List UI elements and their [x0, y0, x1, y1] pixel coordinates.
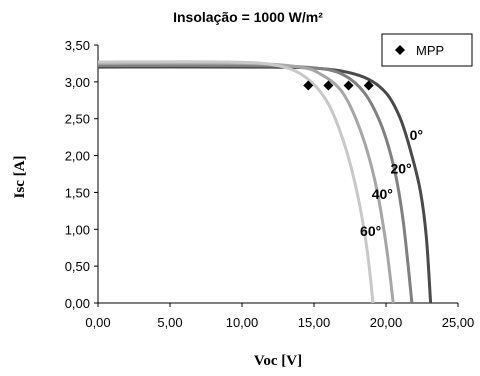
y-tick-label: 1,00: [65, 222, 90, 237]
plot-area: 0,00 0,50 1,00 1,50 2,00 2,50 3,00 3,50 0,00 5,0…: [65, 38, 475, 330]
x-tick-label: 10,00: [226, 315, 259, 330]
legend-mpp-marker: [395, 45, 405, 55]
y-tick-label: 2,50: [65, 112, 90, 127]
chart-title: Insolação = 1000 W/m²: [173, 9, 323, 25]
mpp-marker: [363, 80, 374, 91]
y-tick-label: 0,00: [65, 296, 90, 311]
series-label-1: 20°: [390, 160, 411, 176]
y-tick-label: 2,00: [65, 149, 90, 164]
x-tick-label: 25,00: [442, 315, 475, 330]
y-ticks: 0,00 0,50 1,00 1,50 2,00 2,50 3,00 3,50: [65, 38, 98, 311]
y-tick-label: 1,50: [65, 185, 90, 200]
series-label-3: 60°: [360, 223, 381, 239]
series-line-1: [97, 63, 414, 304]
series-group: [97, 60, 433, 304]
x-tick-label: 0,00: [85, 315, 110, 330]
x-tick-label: 15,00: [298, 315, 331, 330]
mpp-markers: [303, 80, 374, 91]
series-line-2: [97, 61, 395, 304]
x-tick-label: 20,00: [370, 315, 403, 330]
x-axis-label: Voc [V]: [254, 353, 302, 369]
y-tick-label: 3,00: [65, 75, 90, 90]
series-line-3: [97, 60, 375, 304]
series-label-0: 0°: [410, 127, 423, 143]
mpp-marker: [343, 80, 354, 91]
y-tick-label: 3,50: [65, 38, 90, 53]
series-label-2: 40°: [372, 186, 393, 202]
series-line-0: [97, 65, 433, 304]
y-tick-label: 0,50: [65, 259, 90, 274]
legend: MPP: [381, 33, 473, 67]
x-ticks: 0,00 5,00 10,00 15,00 20,00 25,00: [85, 303, 474, 330]
curve-labels: 0° 20° 40° 60°: [360, 127, 423, 239]
mpp-marker: [323, 80, 334, 91]
legend-label: MPP: [416, 43, 444, 58]
y-axis-label: Isc [A]: [12, 156, 28, 199]
mpp-marker: [303, 80, 314, 91]
x-tick-label: 5,00: [157, 315, 182, 330]
